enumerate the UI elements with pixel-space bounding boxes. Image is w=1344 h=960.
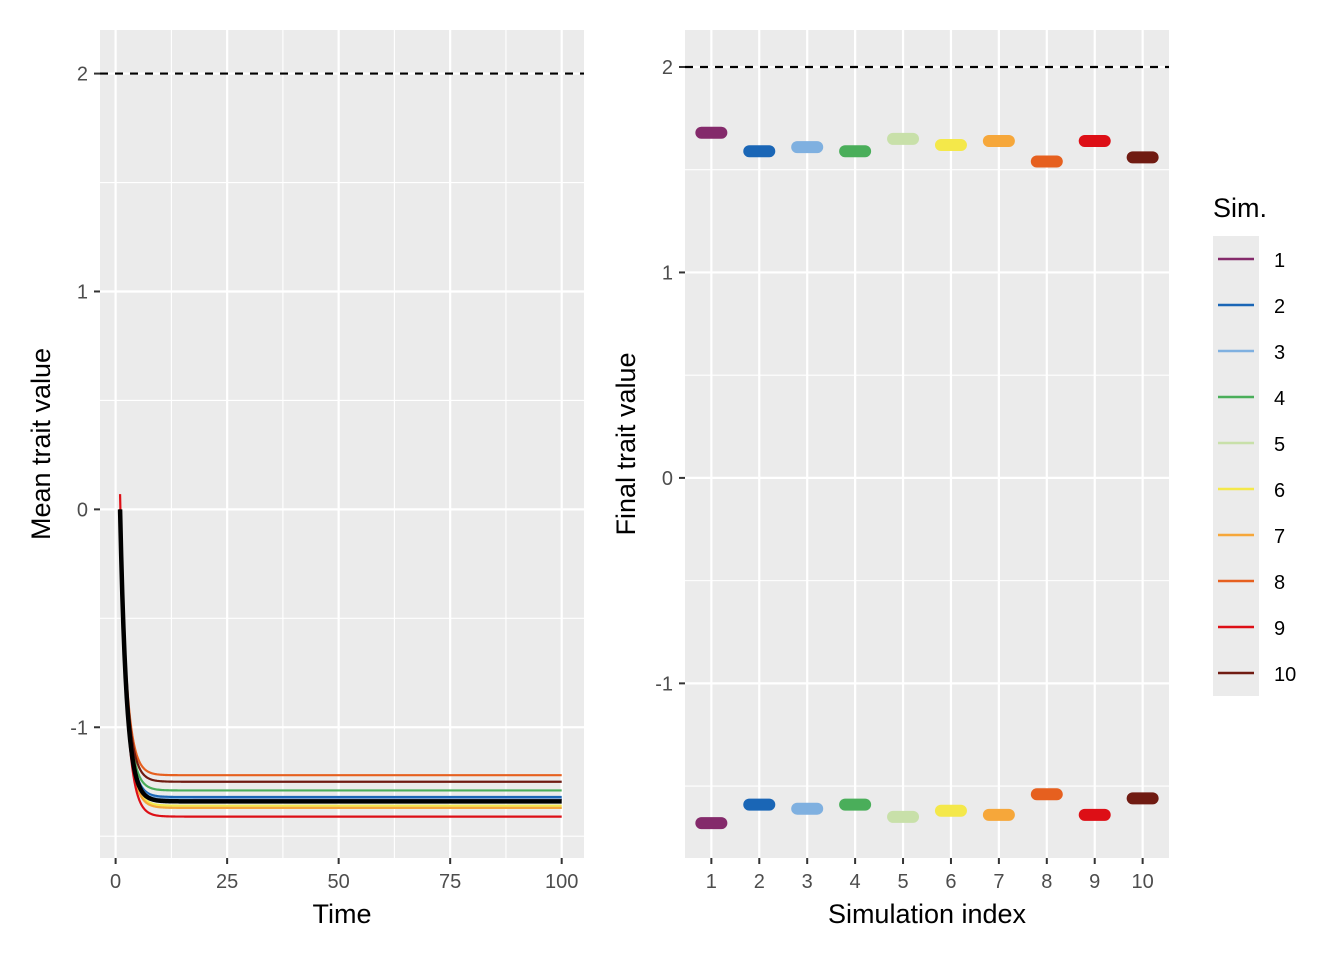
series-line-8 [118,509,562,777]
legend-label-1: 1 [1274,250,1285,272]
y-axis-ticks: -1 0 1 2 [70,64,100,739]
x-tick-label: 2 [754,871,765,893]
x-tick-label: 100 [545,871,578,893]
x-tick-label: 9 [1089,871,1100,893]
legend-label-5: 5 [1274,434,1285,456]
y-tick-label: 1 [77,281,88,303]
y-tick-label: -1 [70,717,88,739]
x-axis-ticks: 1 2 3 4 5 6 7 8 9 10 [706,858,1154,893]
x-axis-title: Time [313,899,372,929]
x-tick-label: 7 [993,871,1004,893]
series-line-mean [117,509,562,804]
legend-label-9: 9 [1274,618,1285,640]
y-tick-label: 2 [662,57,673,79]
legend-label-6: 6 [1274,480,1285,502]
y-tick-label: 1 [662,262,673,284]
x-tick-label: 75 [439,871,461,893]
x-tick-label: 25 [216,871,238,893]
y-tick-label: 0 [77,499,88,521]
legend: Sim. 1 2 3 4 5 6 7 8 9 10 [1213,193,1296,696]
y-tick-label: -1 [655,673,673,695]
plot-background [100,30,584,858]
y-tick-label: 2 [77,64,88,86]
x-tick-label: 1 [706,871,717,893]
gridlines [685,30,1169,858]
legend-label-3: 3 [1274,342,1285,364]
x-axis-title: Simulation index [828,899,1027,929]
x-tick-label: 8 [1041,871,1052,893]
legend-label-10: 10 [1274,664,1296,686]
time-series-panel: 0 25 50 75 100 -1 0 1 2 Time Mean trait value [26,30,584,929]
x-tick-label: 50 [328,871,350,893]
legend-items: 1 2 3 4 5 6 7 8 9 10 [1218,250,1296,686]
legend-label-2: 2 [1274,296,1285,318]
y-tick-label: 0 [662,468,673,490]
x-tick-label: 0 [110,871,121,893]
series-line-10 [118,509,562,783]
series-line-4 [118,509,562,792]
legend-label-7: 7 [1274,526,1285,548]
final-value-marks [695,126,1159,830]
y-axis-ticks: -1 0 1 2 [655,57,685,695]
legend-label-8: 8 [1274,572,1285,594]
x-tick-label: 5 [897,871,908,893]
y-axis-title: Mean trait value [26,348,56,540]
x-axis-ticks: 0 25 50 75 100 [110,858,578,893]
series-line-9 [118,494,562,818]
x-tick-label: 3 [802,871,813,893]
final-values-panel: 1 2 3 4 5 6 7 8 9 10 -1 0 1 2 Simulation index Final… [611,30,1169,929]
plot-background [685,30,1169,858]
legend-title: Sim. [1213,193,1267,223]
series-lines [117,494,562,818]
legend-key-background [1213,236,1259,696]
y-axis-title: Final trait value [611,352,641,535]
series-line-7 [118,509,562,809]
x-tick-label: 10 [1132,871,1154,893]
x-tick-label: 4 [850,871,861,893]
legend-label-4: 4 [1274,388,1285,410]
x-tick-label: 6 [945,871,956,893]
